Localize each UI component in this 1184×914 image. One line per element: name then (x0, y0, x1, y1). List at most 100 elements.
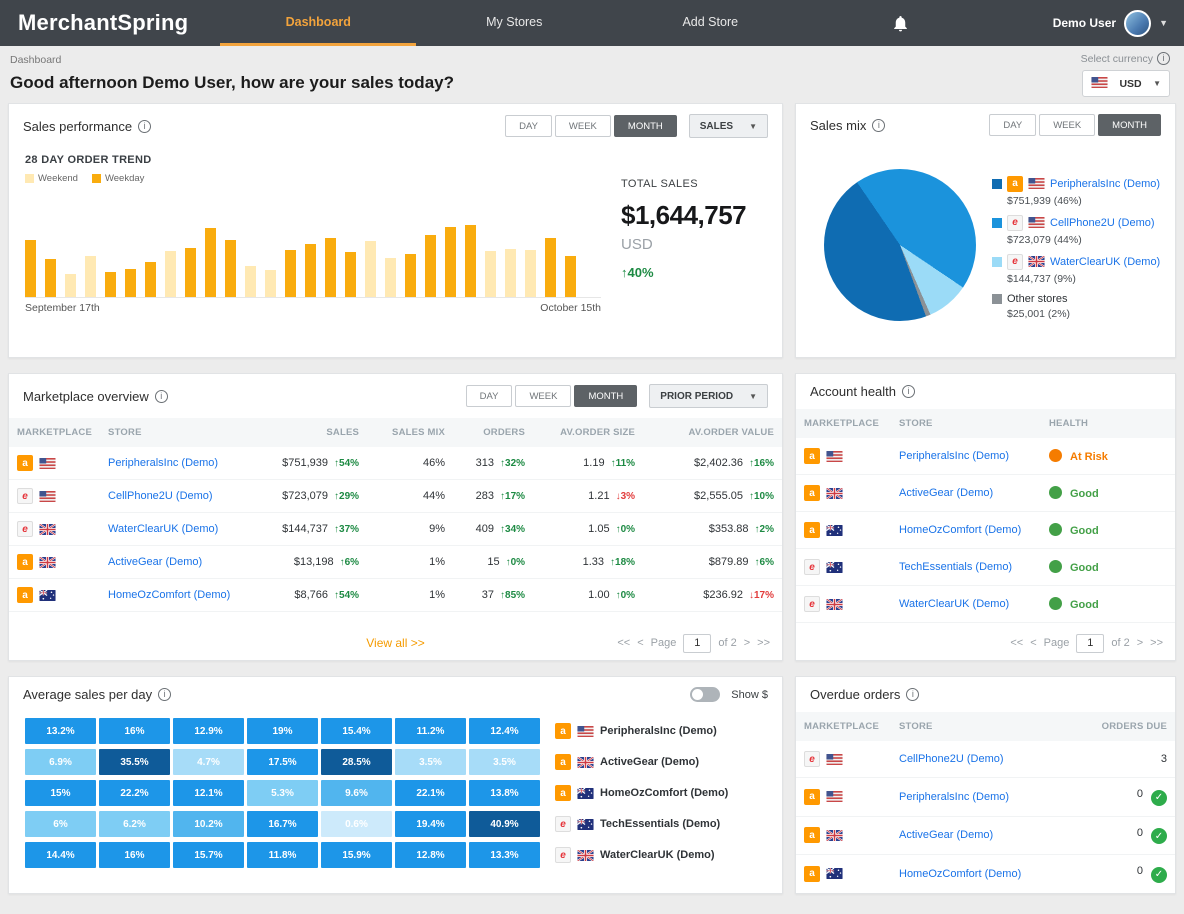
store-link[interactable]: PeripheralsInc (Demo) (899, 790, 1010, 803)
view-all-link[interactable]: View all >> (366, 636, 425, 650)
marketplace-overview-table: MARKETPLACE STORE SALES SALES MIX ORDERS AV.O… (9, 418, 782, 612)
prior-period-dropdown[interactable]: PRIOR PERIOD ▼ (649, 384, 768, 408)
uk-flag-icon (826, 487, 843, 499)
info-icon[interactable]: i (1157, 52, 1170, 65)
info-icon[interactable]: i (158, 688, 172, 701)
show-dollar-toggle[interactable] (690, 687, 721, 702)
change-badge: ↑18% (610, 557, 636, 568)
page-input[interactable] (683, 633, 712, 653)
au-flag-icon (826, 524, 843, 536)
ebay-icon: e (804, 596, 820, 612)
store-link[interactable]: HomeOzComfort (Demo) (108, 589, 231, 601)
store-link[interactable]: HomeOzComfort (Demo) (899, 867, 1022, 880)
period-button-month[interactable]: MONTH (613, 115, 677, 137)
marketplace-cell: a (17, 455, 56, 471)
toggle-knob (692, 689, 704, 700)
store-link[interactable]: CellPhone2U (Demo) (1050, 216, 1155, 229)
store-link[interactable]: ActiveGear (Demo) (108, 556, 203, 568)
us-flag-icon (577, 725, 594, 737)
overdue-orders-head: MARKETPLACE STORE ORDERS DUE (796, 712, 1175, 741)
table-row: a HomeOzComfort (Demo) Good (796, 511, 1175, 549)
amazon-icon: a (17, 587, 33, 603)
table-row: a PeripheralsInc (Demo) At Risk (796, 438, 1175, 475)
change-badge: ↑6% (339, 557, 360, 568)
store-link[interactable]: CellPhone2U (Demo) (899, 753, 1004, 765)
heatmap-cell: 10.2% (173, 811, 244, 837)
average-sales-panel: Average sales per day i Show $ 13.2% 16% 1… (8, 676, 783, 894)
store-link[interactable]: TechEssentials (Demo) (899, 561, 1013, 573)
pagination-last[interactable]: >> (757, 637, 770, 649)
period-button-day[interactable]: DAY (989, 114, 1037, 136)
info-icon[interactable]: i (902, 385, 916, 398)
heatmap-row: 6.9% 35.5% 4.7% 17.5% 28.5% 3.5% 3.5% a ActiveGe… (25, 749, 766, 775)
pagination-first[interactable]: << (1010, 637, 1024, 649)
store-link[interactable]: WaterClearUK (Demo) (899, 598, 1010, 610)
store-link[interactable]: PeripheralsInc (Demo) (899, 450, 1010, 462)
heatmap-cell: 6.2% (99, 811, 170, 837)
change-badge: ↓17% (748, 590, 774, 601)
nav-tab-dashboard[interactable]: Dashboard (220, 0, 417, 46)
breadcrumb[interactable]: Dashboard (10, 54, 62, 66)
period-button-week[interactable]: WEEK (554, 115, 611, 137)
store-link[interactable]: HomeOzComfort (Demo) (899, 524, 1022, 536)
pagination-next[interactable]: > (1136, 637, 1144, 649)
amazon-icon: a (17, 554, 33, 570)
us-flag-icon (39, 457, 56, 469)
heatmap-cell: 28.5% (321, 749, 392, 775)
info-icon[interactable]: i (138, 119, 152, 133)
store-link[interactable]: WaterClearUK (Demo) (1050, 255, 1161, 268)
pagination-last[interactable]: >> (1150, 637, 1163, 649)
store-link[interactable]: WaterClearUK (Demo) (108, 523, 219, 535)
column-header: STORE (891, 409, 1041, 438)
sales-mix-pie (824, 168, 976, 321)
page-title: Good afternoon Demo User, how are your s… (10, 73, 454, 92)
info-icon[interactable]: i (872, 118, 886, 132)
period-button-month[interactable]: MONTH (1098, 114, 1161, 136)
store-link[interactable]: PeripheralsInc (Demo) (1050, 177, 1161, 190)
heatmap-cell: 15.4% (321, 718, 392, 744)
health-dot (1049, 560, 1062, 573)
health-dot (1049, 486, 1062, 499)
heatmap-cell: 13.8% (469, 780, 540, 806)
user-menu[interactable]: Demo User ▼ (1053, 9, 1184, 37)
period-button-week[interactable]: WEEK (1039, 114, 1096, 136)
store-link[interactable]: ActiveGear (Demo) (899, 829, 994, 842)
marketplace-cell: a (555, 785, 594, 801)
change-badge: ↑54% (334, 590, 360, 601)
trend-bar (485, 250, 496, 297)
table-row: a ActiveGear (Demo) Good (796, 474, 1175, 512)
column-header: MARKETPLACE (796, 409, 891, 438)
store-link[interactable]: ActiveGear (Demo) (899, 487, 994, 499)
info-icon[interactable]: i (154, 389, 168, 403)
heatmap-cell: 16% (99, 718, 170, 744)
change-badge: ↑29% (334, 491, 360, 502)
period-button-month[interactable]: MONTH (574, 385, 638, 407)
period-button-day[interactable]: DAY (465, 385, 513, 407)
pagination-of: of 2 (718, 637, 737, 649)
column-header: SALES (255, 418, 368, 447)
pagination-prev[interactable]: < (1030, 637, 1037, 649)
heatmap-row-label: e WaterClearUK (Demo) (555, 847, 715, 863)
page-input[interactable] (1076, 633, 1105, 653)
change-badge: ↑6% (754, 557, 774, 568)
metric-dropdown[interactable]: SALES ▼ (688, 114, 768, 138)
heatmap-row: 14.4% 16% 15.7% 11.8% 15.9% 12.8% 13.3% e WaterC… (25, 842, 766, 868)
pagination-first[interactable]: << (617, 637, 631, 649)
nav-tab-add-store[interactable]: Add Store (682, 14, 739, 29)
store-link[interactable]: CellPhone2U (Demo) (108, 490, 213, 502)
page-header: Dashboard Good afternoon Demo User, how … (0, 46, 1184, 103)
notifications-bell[interactable] (891, 14, 910, 33)
period-button-week[interactable]: WEEK (515, 385, 572, 407)
pagination-prev[interactable]: < (637, 637, 644, 649)
pagination-label: Page (1043, 637, 1070, 649)
heatmap-cell: 3.5% (469, 749, 540, 775)
trend-bar (125, 269, 136, 297)
store-link[interactable]: PeripheralsInc (Demo) (108, 457, 219, 469)
heatmap-row-label: a ActiveGear (Demo) (555, 754, 699, 770)
change-badge: ↑2% (754, 524, 774, 535)
currency-select[interactable]: USD ▼ (1082, 70, 1170, 97)
nav-tab-my-stores[interactable]: My Stores (486, 14, 543, 29)
period-button-day[interactable]: DAY (505, 115, 552, 137)
info-icon[interactable]: i (906, 688, 920, 701)
pagination-next[interactable]: > (743, 637, 751, 649)
